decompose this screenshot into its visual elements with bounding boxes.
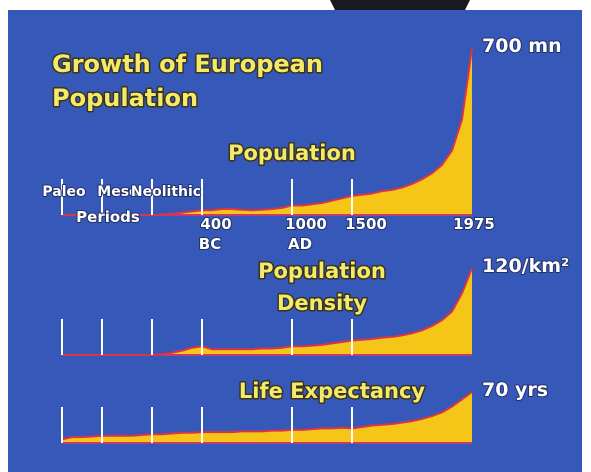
series-name: Life Expectancy bbox=[239, 379, 425, 403]
chart: Growth of European Population Population 70… bbox=[0, 0, 591, 472]
era-label: Paleo bbox=[42, 184, 86, 200]
x-tick-sublabel: AD bbox=[288, 235, 312, 253]
chart-title: Growth of European bbox=[52, 50, 323, 78]
x-tick-sublabel: BC bbox=[199, 235, 221, 253]
series-name: Population bbox=[228, 141, 356, 165]
top-label: 120/km² bbox=[482, 255, 569, 277]
x-tick-label: 1500 bbox=[345, 215, 387, 233]
series-name: Population bbox=[258, 259, 386, 283]
series-name: Density bbox=[277, 291, 367, 315]
x-tick-label: 400 bbox=[200, 215, 231, 233]
x-tick-label: 1000 bbox=[285, 215, 327, 233]
x-tick-label: 1975 bbox=[453, 215, 495, 233]
top-label: 700 mn bbox=[482, 35, 562, 57]
corner-shadow bbox=[330, 0, 470, 10]
era-label: Neolithic bbox=[131, 184, 201, 200]
top-label: 70 yrs bbox=[482, 379, 548, 401]
era-caption: Periods bbox=[76, 208, 140, 226]
chart-title: Population bbox=[52, 84, 198, 112]
